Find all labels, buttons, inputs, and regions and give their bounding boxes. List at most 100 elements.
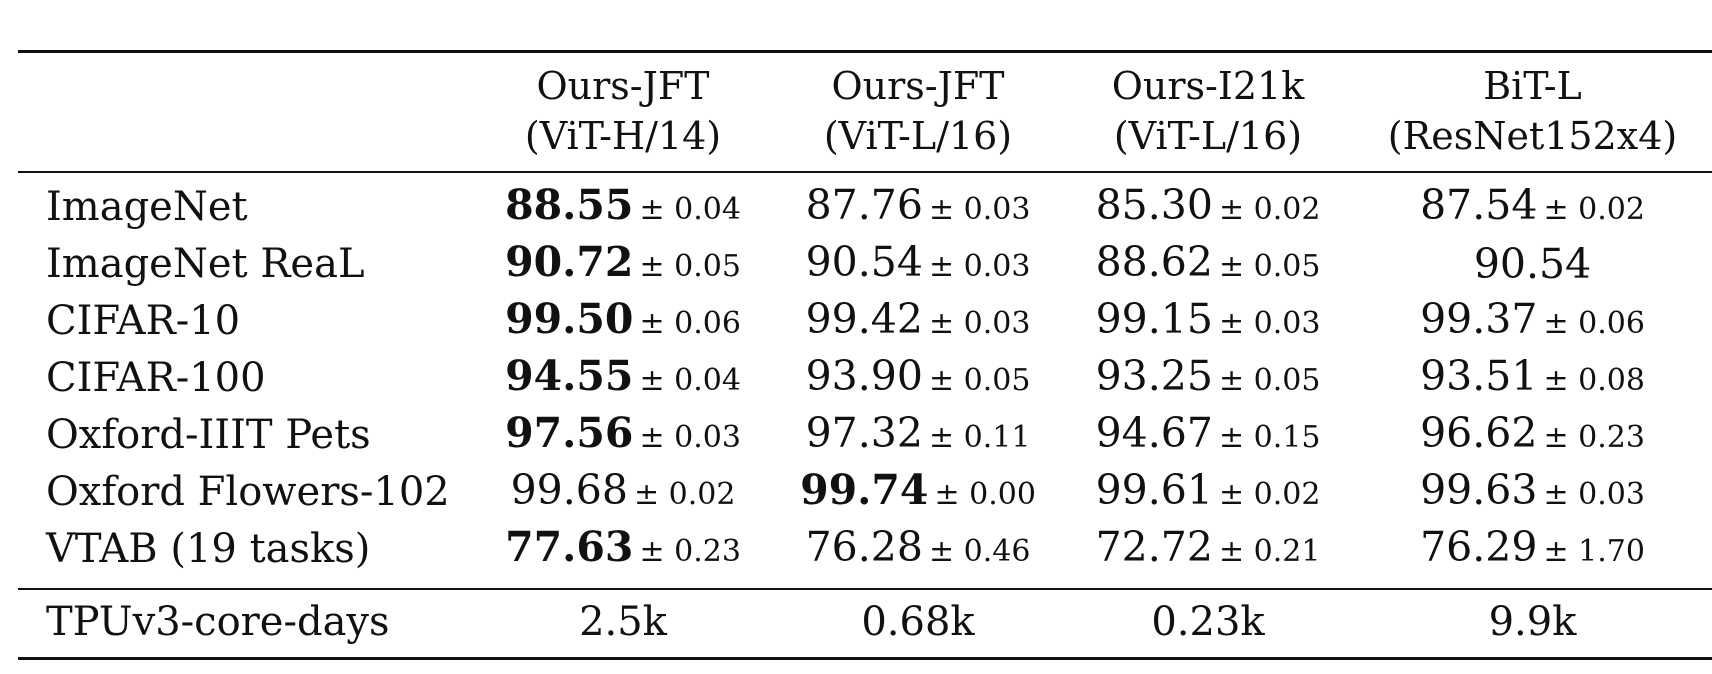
std-dev: ± 0.00 — [934, 477, 1036, 512]
table-row: Oxford-IIIT Pets 97.56 ± 0.03 97.32 ± 0.11 94… — [18, 407, 1712, 464]
metric-value: 99.68 — [510, 466, 628, 514]
column-header-name: Ours-JFT — [831, 64, 1005, 108]
metric-value: 85.30 — [1095, 181, 1213, 229]
metric-cell: 72.72 ± 0.21 — [1063, 521, 1353, 589]
metric-value: 99.63 — [1420, 466, 1538, 514]
std-dev: ± 0.03 — [928, 192, 1031, 227]
metric-cell: 85.30 ± 0.02 — [1063, 172, 1353, 236]
std-dev: ± 0.05 — [639, 249, 741, 284]
std-dev: ± 0.02 — [633, 477, 736, 512]
std-dev: ± 0.03 — [639, 420, 741, 455]
metric-cell: 77.63 ± 0.23 — [473, 521, 773, 589]
metric-value: 99.61 — [1095, 466, 1213, 514]
metric-cell: 99.63 ± 0.03 — [1353, 464, 1712, 521]
column-header-name: BiT-L — [1483, 64, 1582, 108]
std-dev: ± 0.04 — [639, 192, 741, 227]
std-dev: ± 0.23 — [1543, 420, 1645, 455]
cost-row: TPUv3-core-days 2.5k 0.68k 0.23k 9.9k — [18, 589, 1712, 659]
metric-cell: 87.76 ± 0.03 — [773, 172, 1063, 236]
metric-value: 90.54 — [1473, 239, 1592, 288]
results-table-container: Ours-JFT (ViT-H/14) Ours-JFT (ViT-L/16) … — [18, 50, 1712, 660]
column-header: BiT-L (ResNet152x4) — [1353, 52, 1712, 173]
std-dev: ± 0.11 — [928, 420, 1031, 455]
header-empty-cell — [18, 52, 473, 173]
std-dev: ± 0.05 — [1218, 363, 1321, 398]
metric-cell: 99.37 ± 0.06 — [1353, 293, 1712, 350]
metric-cell: 99.42 ± 0.03 — [773, 293, 1063, 350]
column-header: Ours-I21k (ViT-L/16) — [1063, 52, 1353, 173]
column-header-model: (ViT-L/16) — [1113, 114, 1303, 158]
std-dev: ± 0.03 — [928, 249, 1031, 284]
row-label: ImageNet ReaL — [46, 241, 365, 287]
metric-cell: 76.29 ± 1.70 — [1353, 521, 1712, 589]
std-dev: ± 0.02 — [1218, 477, 1321, 512]
metric-value: 76.29 — [1420, 523, 1538, 571]
metric-value: 93.90 — [805, 352, 923, 400]
std-dev: ± 0.06 — [639, 306, 741, 341]
metric-cell: 93.90 ± 0.05 — [773, 350, 1063, 407]
metric-cell: 88.62 ± 0.05 — [1063, 236, 1353, 293]
row-label: CIFAR-100 — [46, 355, 266, 401]
metric-cell: 94.67 ± 0.15 — [1063, 407, 1353, 464]
best-value: 99.74 — [800, 466, 929, 514]
metric-value: 99.15 — [1095, 295, 1213, 343]
metric-cell: 76.28 ± 0.46 — [773, 521, 1063, 589]
metric-value: 94.67 — [1095, 409, 1213, 457]
metric-cell: 96.62 ± 0.23 — [1353, 407, 1712, 464]
metrics-body: ImageNet 88.55 ± 0.04 87.76 ± 0.03 85.30 ± 0.0… — [18, 172, 1712, 589]
std-dev: ± 0.05 — [1218, 249, 1321, 284]
metric-value: 97.32 — [805, 409, 923, 457]
metric-value: 72.72 — [1095, 523, 1213, 571]
table-row: VTAB (19 tasks) 77.63 ± 0.23 76.28 ± 0.46 72.… — [18, 521, 1712, 589]
table-row: CIFAR-100 94.55 ± 0.04 93.90 ± 0.05 93.25 ± 0.… — [18, 350, 1712, 407]
metric-cell: 88.55 ± 0.04 — [473, 172, 773, 236]
metric-value: 99.37 — [1420, 295, 1538, 343]
table-row: Oxford Flowers-102 99.68 ± 0.02 99.74 ± 0.00… — [18, 464, 1712, 521]
cost-body: TPUv3-core-days 2.5k 0.68k 0.23k 9.9k — [18, 589, 1712, 659]
std-dev: ± 0.03 — [1218, 306, 1321, 341]
metric-cell: 90.54 — [1353, 236, 1712, 293]
column-header: Ours-JFT (ViT-H/14) — [473, 52, 773, 173]
std-dev: ± 0.23 — [639, 534, 741, 569]
metric-value: 88.62 — [1095, 238, 1213, 286]
metric-cell: 90.54 ± 0.03 — [773, 236, 1063, 293]
column-header-model: (ResNet152x4) — [1387, 114, 1678, 158]
metric-value: 96.62 — [1420, 409, 1538, 457]
metric-value: 76.28 — [805, 523, 923, 571]
metric-cell: 90.72 ± 0.05 — [473, 236, 773, 293]
std-dev: ± 1.70 — [1543, 534, 1645, 569]
best-value: 97.56 — [505, 409, 634, 457]
metric-cell: 99.61 ± 0.02 — [1063, 464, 1353, 521]
cost-value: 2.5k — [579, 599, 667, 645]
metric-cell: 94.55 ± 0.04 — [473, 350, 773, 407]
metric-cell: 99.50 ± 0.06 — [473, 293, 773, 350]
table-row: ImageNet 88.55 ± 0.04 87.76 ± 0.03 85.30 ± 0.0… — [18, 172, 1712, 236]
cost-value: 0.68k — [861, 599, 975, 645]
row-label: Oxford Flowers-102 — [46, 469, 450, 515]
best-value: 94.55 — [505, 352, 634, 400]
best-value: 88.55 — [505, 181, 634, 229]
metric-value: 87.76 — [805, 181, 923, 229]
row-label: CIFAR-10 — [46, 298, 241, 344]
metric-value: 93.51 — [1420, 352, 1538, 400]
column-header-model: (ViT-H/14) — [524, 114, 722, 158]
column-header-name: Ours-I21k — [1111, 64, 1305, 108]
metric-cell: 97.32 ± 0.11 — [773, 407, 1063, 464]
cost-value: 9.9k — [1488, 599, 1577, 645]
best-value: 99.50 — [505, 295, 634, 343]
metric-cell: 97.56 ± 0.03 — [473, 407, 773, 464]
std-dev: ± 0.05 — [928, 363, 1031, 398]
column-header: Ours-JFT (ViT-L/16) — [773, 52, 1063, 173]
std-dev: ± 0.04 — [639, 363, 741, 398]
std-dev: ± 0.21 — [1218, 534, 1321, 569]
metric-cell: 99.74 ± 0.00 — [773, 464, 1063, 521]
row-label: VTAB (19 tasks) — [46, 526, 371, 572]
cost-row-label: TPUv3-core-days — [46, 599, 390, 645]
std-dev: ± 0.46 — [928, 534, 1031, 569]
row-label: Oxford-IIIT Pets — [46, 412, 371, 458]
column-header-model: (ViT-L/16) — [823, 114, 1013, 158]
table-row: ImageNet ReaL 90.72 ± 0.05 90.54 ± 0.03 88.62… — [18, 236, 1712, 293]
metric-value: 87.54 — [1420, 181, 1538, 229]
best-value: 77.63 — [505, 523, 634, 571]
table-row: CIFAR-10 99.50 ± 0.06 99.42 ± 0.03 99.15 ± 0.0… — [18, 293, 1712, 350]
